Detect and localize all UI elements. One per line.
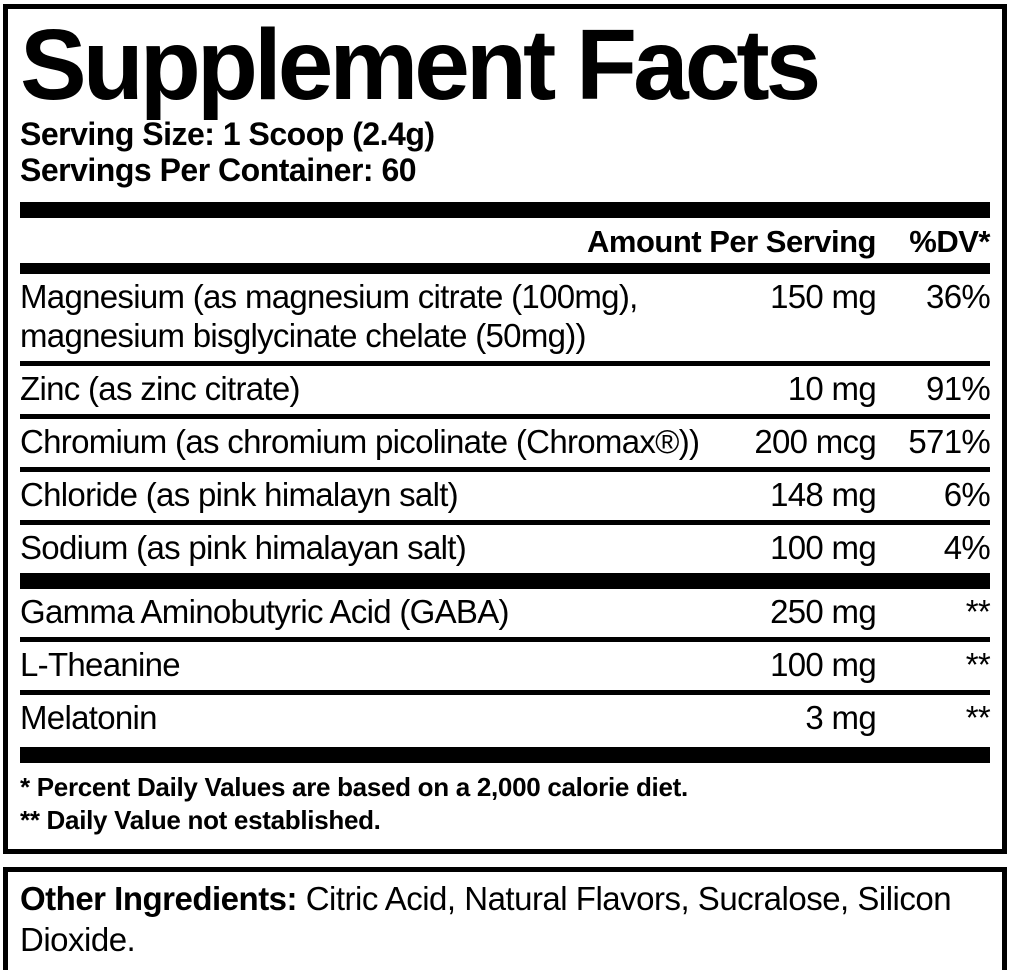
ingredient-name: Zinc (as zinc citrate) xyxy=(20,370,301,408)
ingredient-name: Sodium (as pink himalayan salt) xyxy=(20,528,467,566)
ingredient-amount: 3 mg xyxy=(805,698,876,736)
supplement-facts-panel: Supplement Facts Serving Size: 1 Scoop (… xyxy=(3,4,1007,854)
mineral-rows-group: Magnesium (as magnesium citrate (100mg),… xyxy=(20,274,991,573)
ingredient-row-sodium: Sodium (as pink himalayan salt) 100 mg 4… xyxy=(20,519,991,573)
serving-size-line: Serving Size: 1 Scoop (2.4g) xyxy=(20,116,435,152)
amount-per-serving-header: Amount Per Serving xyxy=(587,223,877,259)
ingredient-name: Chromium (as chromium picolinate (Chroma… xyxy=(20,423,700,461)
footnote-not-established: ** Daily Value not established. xyxy=(20,804,381,835)
ingredient-amount: 150 mg xyxy=(770,278,877,316)
thick-divider-top xyxy=(20,201,990,218)
ingredient-row-chromium: Chromium (as chromium picolinate (Chroma… xyxy=(20,414,991,467)
ingredient-dv: ** xyxy=(965,592,991,630)
ingredient-row-melatonin: Melatonin 3 mg ** xyxy=(20,689,991,743)
ingredient-amount: 148 mg xyxy=(770,476,877,514)
footnote-percent-dv: * Percent Daily Values are based on a 2,… xyxy=(20,771,688,802)
ingredient-dv: 36% xyxy=(926,278,991,316)
ingredient-row-zinc: Zinc (as zinc citrate) 10 mg 91% xyxy=(20,361,991,414)
ingredient-dv: ** xyxy=(965,645,991,683)
header-divider xyxy=(20,263,990,275)
ingredient-dv: 91% xyxy=(926,370,991,408)
table-header-row: Amount Per Serving %DV* xyxy=(20,218,991,264)
other-ingredients-paragraph: Other Ingredients: Citric Acid, Natural … xyxy=(20,878,990,961)
thick-divider-bottom xyxy=(20,746,990,763)
other-ingredients-label: Other Ingredients: xyxy=(20,880,298,917)
ingredient-amount: 100 mg xyxy=(770,528,877,566)
ingredient-dv: 6% xyxy=(943,476,991,514)
other-ingredients-list: Citric Acid, Natural Flavors, Sucralose,… xyxy=(20,880,952,959)
ingredient-amount: 250 mg xyxy=(770,592,877,630)
ingredient-amount: 10 mg xyxy=(787,370,877,408)
ingredient-amount: 200 mcg xyxy=(754,423,876,461)
thick-divider-middle xyxy=(20,572,990,589)
ingredient-name: Chloride (as pink himalayn salt) xyxy=(20,476,459,514)
footnotes-block: * Percent Daily Values are based on a 2,… xyxy=(20,771,990,837)
ingredient-amount: 100 mg xyxy=(770,645,877,683)
ingredient-dv: ** xyxy=(965,698,991,736)
ingredient-row-chloride: Chloride (as pink himalayn salt) 148 mg … xyxy=(20,467,991,520)
panel-title: Supplement Facts xyxy=(20,9,821,121)
ingredient-name: Magnesium (as magnesium citrate (100mg),… xyxy=(20,278,638,355)
active-rows-group: Gamma Aminobutyric Acid (GABA) 250 mg **… xyxy=(20,589,991,743)
percent-dv-header: %DV* xyxy=(909,223,990,259)
other-ingredients-panel: Other Ingredients: Citric Acid, Natural … xyxy=(3,867,1007,970)
servings-per-container-line: Servings Per Container: 60 xyxy=(20,151,417,188)
ingredient-row-gaba: Gamma Aminobutyric Acid (GABA) 250 mg ** xyxy=(20,589,991,637)
ingredient-name: Melatonin xyxy=(20,698,157,736)
ingredient-name: Gamma Aminobutyric Acid (GABA) xyxy=(20,592,510,630)
ingredient-row-l-theanine: L-Theanine 100 mg ** xyxy=(20,636,991,690)
ingredient-row-magnesium: Magnesium (as magnesium citrate (100mg),… xyxy=(20,274,991,361)
ingredient-dv: 571% xyxy=(908,423,990,461)
ingredient-dv: 4% xyxy=(943,528,991,566)
ingredient-name: L-Theanine xyxy=(20,645,181,683)
